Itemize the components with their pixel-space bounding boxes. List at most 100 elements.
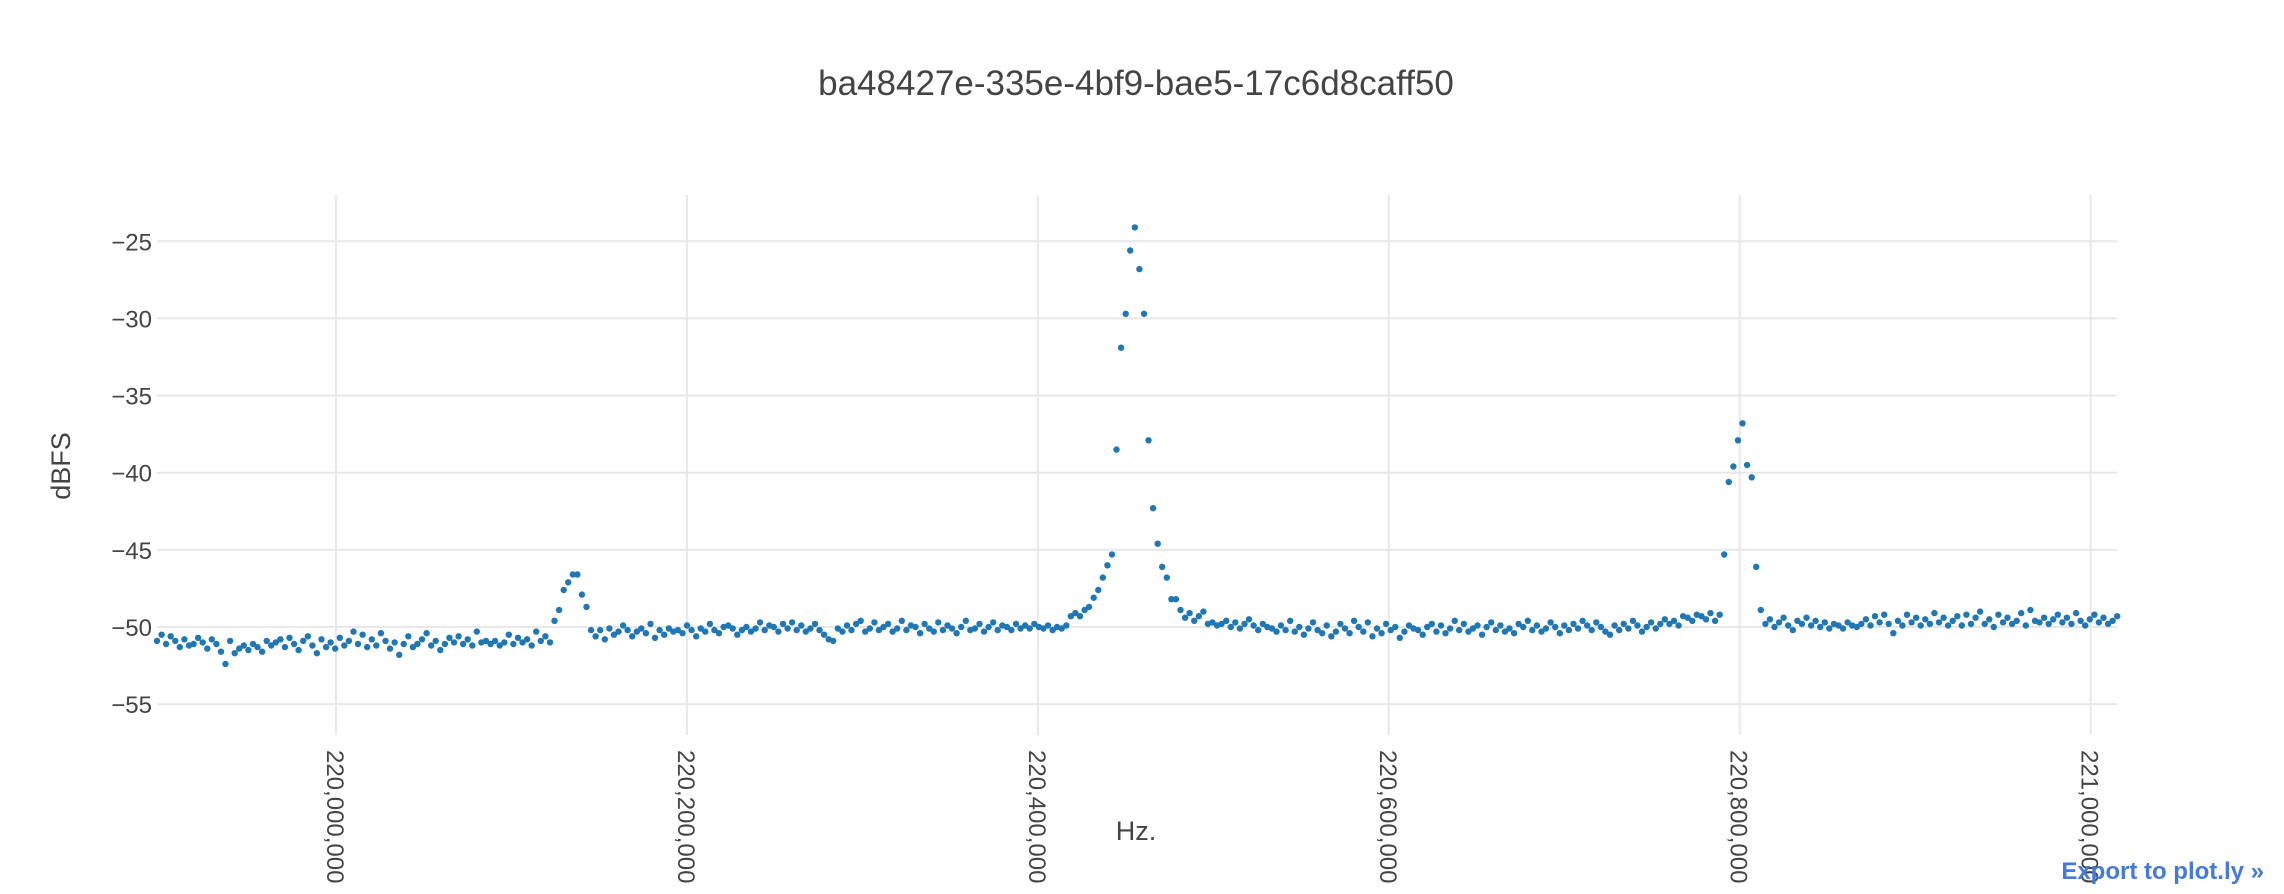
data-point xyxy=(345,637,353,645)
data-point xyxy=(2082,622,2089,629)
data-point xyxy=(1040,625,1047,632)
data-point xyxy=(350,628,357,635)
data-point xyxy=(1835,622,1842,629)
data-point xyxy=(734,631,741,638)
data-point xyxy=(2072,609,2080,617)
data-point xyxy=(1177,606,1184,614)
data-point xyxy=(1044,622,1052,629)
data-point xyxy=(354,640,362,648)
data-point xyxy=(1584,622,1591,629)
data-point xyxy=(994,626,1001,634)
export-to-plotly-link[interactable]: Export to plot.ly » xyxy=(2061,858,2264,885)
data-point xyxy=(665,625,672,632)
data-point xyxy=(939,626,947,634)
data-point xyxy=(1296,623,1303,631)
data-point xyxy=(1762,620,1769,628)
data-point xyxy=(693,633,700,640)
data-point xyxy=(309,642,316,649)
data-point xyxy=(597,626,604,634)
data-point xyxy=(1131,224,1139,231)
data-point xyxy=(432,637,439,645)
data-point xyxy=(1419,631,1426,638)
data-point xyxy=(1794,617,1801,624)
data-point xyxy=(364,643,371,651)
data-point xyxy=(1122,310,1129,317)
x-tick-label: 220,800,000 xyxy=(1725,750,1752,883)
data-point xyxy=(1245,616,1253,623)
data-point xyxy=(1702,616,1710,623)
data-point xyxy=(638,625,645,632)
data-point xyxy=(912,623,919,631)
data-point xyxy=(409,643,417,651)
data-point xyxy=(1766,616,1774,623)
data-point xyxy=(2095,619,2103,626)
data-point xyxy=(245,646,252,654)
data-point xyxy=(459,640,467,648)
data-point xyxy=(1113,446,1120,453)
data-point xyxy=(1424,623,1431,631)
data-point xyxy=(976,620,983,628)
data-point xyxy=(1209,619,1216,626)
data-point xyxy=(1885,620,1892,628)
data-point xyxy=(1721,551,1728,558)
data-point xyxy=(1442,630,1449,637)
data-point xyxy=(884,620,892,628)
data-point xyxy=(1743,461,1751,469)
data-point xyxy=(1821,619,1829,626)
data-point xyxy=(871,619,878,626)
y-axis-label: dBFS xyxy=(46,432,76,500)
data-point xyxy=(889,628,896,635)
data-point xyxy=(1332,628,1340,635)
data-point xyxy=(1492,626,1500,634)
data-point xyxy=(1117,344,1125,351)
data-point xyxy=(2027,606,2034,614)
data-point xyxy=(1638,628,1646,635)
data-point xyxy=(610,631,618,638)
data-point xyxy=(1789,626,1797,634)
data-point xyxy=(1780,614,1787,621)
data-point xyxy=(779,620,787,628)
data-point xyxy=(258,648,266,655)
data-point xyxy=(1538,628,1545,635)
data-point xyxy=(1433,628,1440,635)
data-point xyxy=(971,625,979,632)
data-point xyxy=(318,636,325,643)
data-point xyxy=(578,591,586,598)
data-point xyxy=(944,622,951,629)
data-point xyxy=(1917,622,1924,629)
data-point xyxy=(1839,625,1847,632)
data-point xyxy=(1186,609,1193,617)
data-point xyxy=(400,640,407,648)
x-axis-ticks: 220,000,000 220,200,000 220,400,000 220,600… xyxy=(321,750,2103,883)
data-point xyxy=(1277,622,1285,629)
data-point xyxy=(1291,628,1298,635)
data-point xyxy=(1689,617,1696,624)
data-point xyxy=(1812,617,1819,624)
data-point xyxy=(583,603,590,611)
data-point xyxy=(1200,608,1207,615)
data-point xyxy=(1867,622,1874,629)
data-point xyxy=(1506,625,1513,632)
data-point xyxy=(1520,623,1527,631)
data-point xyxy=(1465,628,1472,635)
x-tick-label: 221,000,000 xyxy=(2076,750,2103,883)
data-point xyxy=(396,651,403,658)
data-point xyxy=(322,643,330,651)
data-point xyxy=(1319,630,1326,637)
data-point xyxy=(391,639,398,646)
data-point xyxy=(1542,625,1550,632)
data-point xyxy=(953,630,960,637)
data-point xyxy=(359,631,366,638)
data-point xyxy=(153,637,161,645)
data-point xyxy=(647,620,654,628)
data-point xyxy=(172,637,179,645)
data-point xyxy=(1350,617,1358,624)
data-point xyxy=(565,579,572,586)
data-point xyxy=(661,631,668,638)
data-point xyxy=(1597,623,1605,631)
data-point xyxy=(441,640,449,648)
data-point xyxy=(756,619,764,626)
data-point xyxy=(2013,617,2020,624)
data-point xyxy=(2018,609,2025,617)
data-point xyxy=(642,630,650,637)
